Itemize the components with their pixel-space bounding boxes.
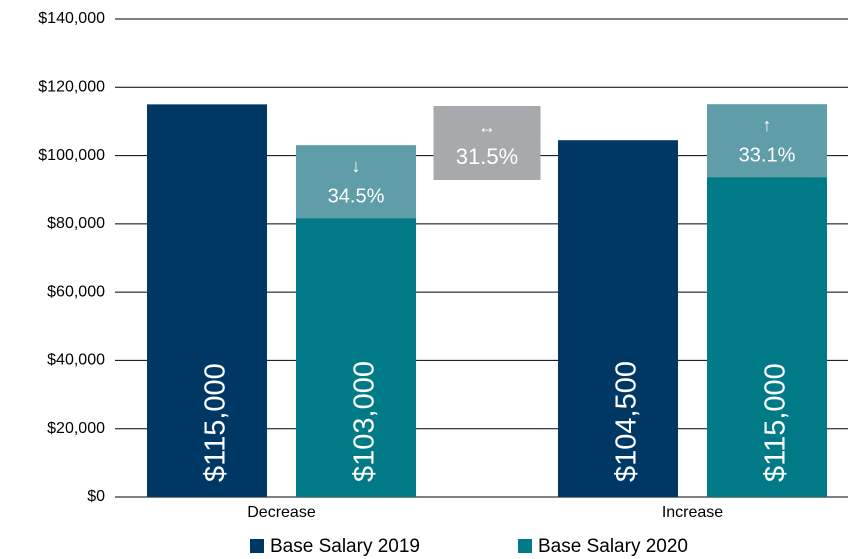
y-tick-label: $40,000 <box>47 352 105 369</box>
value-label: $115,000 <box>760 363 792 482</box>
y-tick-label: $60,000 <box>47 283 105 300</box>
y-tick-label: $140,000 <box>38 10 105 27</box>
legend-label: Base Salary 2020 <box>538 536 688 557</box>
value-label: $104,500 <box>611 361 643 482</box>
annotation-symbol: ↔ <box>478 117 496 137</box>
annotation-symbol: ↑ <box>763 115 772 135</box>
annotation-symbol: ↓ <box>352 156 361 176</box>
y-tick-label: $20,000 <box>47 420 105 437</box>
y-tick-label: $0 <box>87 488 105 505</box>
y-tick-label: $120,000 <box>38 79 105 96</box>
annotation-box <box>433 106 541 180</box>
annotation-text: 31.5% <box>456 144 518 169</box>
legend-label: Base Salary 2019 <box>270 536 420 557</box>
highlight-box <box>296 145 416 219</box>
annotation-text: 34.5% <box>328 186 385 208</box>
legend-swatch <box>250 539 264 553</box>
y-tick-label: $100,000 <box>38 147 105 164</box>
value-label: $115,000 <box>200 363 232 482</box>
bar <box>558 140 678 497</box>
value-label: $103,000 <box>349 361 381 482</box>
annotation-text: 33.1% <box>739 145 796 167</box>
bar <box>147 104 267 497</box>
legend-swatch <box>518 539 532 553</box>
y-tick-label: $80,000 <box>47 215 105 232</box>
highlight-box <box>707 104 827 178</box>
x-tick-label: Increase <box>662 504 723 521</box>
x-tick-label: Decrease <box>247 504 316 521</box>
